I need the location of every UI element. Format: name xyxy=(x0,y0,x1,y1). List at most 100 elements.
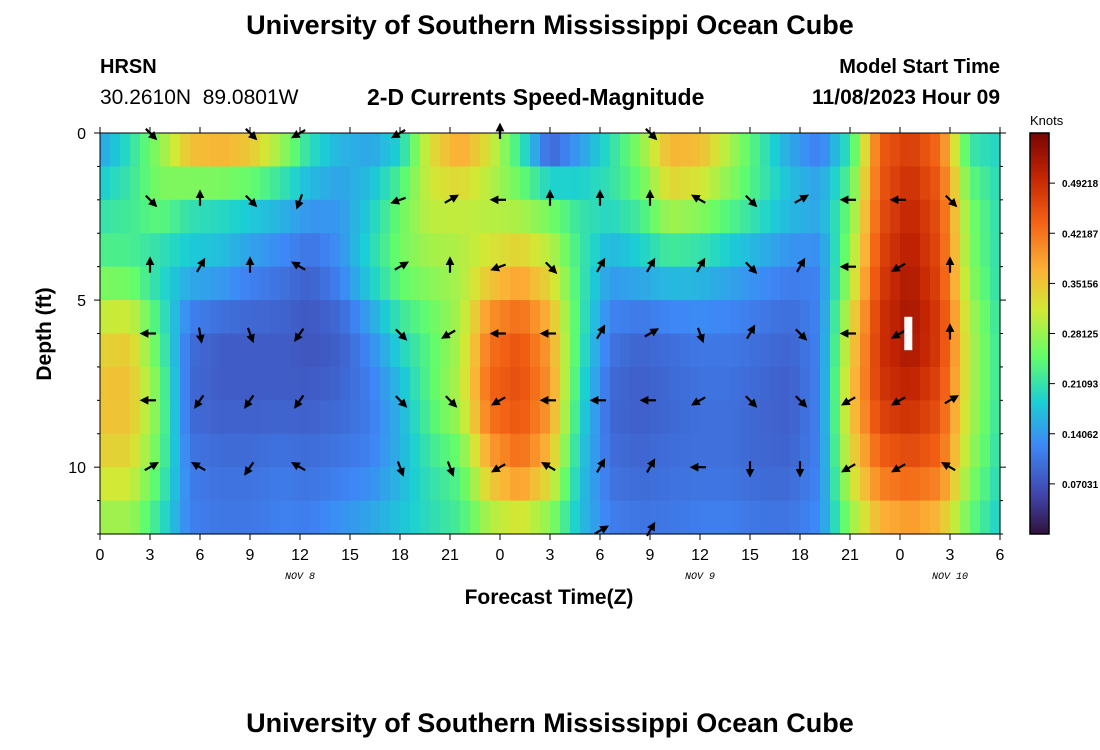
heatmap-cell xyxy=(740,199,751,234)
heatmap-cell xyxy=(300,467,311,502)
heatmap-cell xyxy=(320,199,331,234)
heatmap-cell xyxy=(120,233,131,268)
heatmap-cell xyxy=(610,233,621,268)
heatmap-cell xyxy=(230,366,241,401)
heatmap-cell xyxy=(660,366,671,401)
heatmap-cell xyxy=(670,133,681,168)
heatmap-cell xyxy=(840,467,851,502)
heatmap-cell xyxy=(140,400,151,435)
heatmap-cell xyxy=(690,166,701,201)
heatmap-cell xyxy=(310,266,321,301)
heatmap-cell xyxy=(610,199,621,234)
heatmap-cell xyxy=(130,333,141,368)
heatmap-cell xyxy=(160,133,171,168)
y-tick-label: 5 xyxy=(77,293,86,310)
heatmap-cell xyxy=(710,500,721,535)
heatmap-cell xyxy=(610,133,621,168)
heatmap-cell xyxy=(680,333,691,368)
heatmap-cell xyxy=(660,199,671,234)
heatmap-cell xyxy=(520,166,531,201)
heatmap-cell xyxy=(330,266,341,301)
heatmap-cell xyxy=(830,366,841,401)
heatmap-cell xyxy=(660,133,671,168)
heatmap-cell xyxy=(780,467,791,502)
heatmap-cell xyxy=(530,199,541,234)
heatmap-cell xyxy=(330,467,341,502)
heatmap-cell xyxy=(620,166,631,201)
heatmap-cell xyxy=(690,199,701,234)
heatmap-cell xyxy=(320,300,331,335)
heatmap-cell xyxy=(360,500,371,535)
heatmap-cell xyxy=(890,500,901,535)
heatmap-cell xyxy=(360,166,371,201)
heatmap-cell xyxy=(460,266,471,301)
heatmap-cell xyxy=(570,133,581,168)
heatmap-cell xyxy=(740,233,751,268)
heatmap-cell xyxy=(720,400,731,435)
heatmap-cell xyxy=(770,266,781,301)
heatmap-cell xyxy=(800,500,811,535)
heatmap-cell xyxy=(770,333,781,368)
heatmap-cell xyxy=(600,133,611,168)
heatmap-cell xyxy=(980,333,991,368)
x-tick-label: 9 xyxy=(246,547,255,564)
heatmap-cell xyxy=(160,467,171,502)
heatmap-cell xyxy=(560,266,571,301)
current-time-marker xyxy=(904,316,913,351)
heatmap-cell xyxy=(410,366,421,401)
current-vector-arrow xyxy=(696,327,705,344)
heatmap-cell xyxy=(840,500,851,535)
current-vector-arrow xyxy=(540,462,556,472)
heatmap-cell xyxy=(320,133,331,168)
heatmap-cell xyxy=(710,233,721,268)
heatmap-cell xyxy=(940,366,951,401)
current-vector-arrow xyxy=(746,324,756,340)
heatmap-cell xyxy=(600,199,611,234)
heatmap-cell xyxy=(110,233,121,268)
heatmap-cell xyxy=(700,166,711,201)
heatmap-cell xyxy=(570,366,581,401)
heatmap-cell xyxy=(600,233,611,268)
heatmap-cell xyxy=(540,233,551,268)
heatmap-cell xyxy=(920,333,931,368)
heatmap-cell xyxy=(210,433,221,468)
current-vector-arrow xyxy=(290,261,306,271)
chart-subtitle: 2-D Currents Speed-Magnitude xyxy=(367,84,705,110)
heatmap-cell xyxy=(170,400,181,435)
heatmap-cell xyxy=(760,333,771,368)
heatmap-cell xyxy=(810,133,821,168)
heatmap-cell xyxy=(940,500,951,535)
heatmap-cell xyxy=(930,233,941,268)
heatmap-cell xyxy=(720,199,731,234)
heatmap-cell xyxy=(250,266,261,301)
heatmap-cell xyxy=(170,300,181,335)
heatmap-cell xyxy=(730,433,741,468)
heatmap-cell xyxy=(550,133,561,168)
heatmap-cell xyxy=(790,333,801,368)
heatmap-cell xyxy=(940,133,951,168)
colorbar-tick-label: 0.49218 xyxy=(1062,179,1099,190)
heatmap-cell xyxy=(460,199,471,234)
heatmap-cell xyxy=(740,300,751,335)
heatmap-cell xyxy=(130,467,141,502)
heatmap-cell xyxy=(680,133,691,168)
heatmap-cell xyxy=(570,300,581,335)
heatmap-cell xyxy=(470,266,481,301)
heatmap-cell xyxy=(100,166,111,201)
heatmap-cell xyxy=(480,433,491,468)
heatmap-cell xyxy=(240,199,251,234)
heatmap-cell xyxy=(190,333,201,368)
heatmap-cell xyxy=(830,233,841,268)
heatmap-cell xyxy=(440,166,451,201)
current-vector-arrow xyxy=(646,458,656,473)
heatmap-cell xyxy=(210,500,221,535)
station-coordinates: 30.2610N 89.0801W xyxy=(100,86,299,109)
heatmap-cell xyxy=(770,433,781,468)
heatmap-cell xyxy=(650,433,661,468)
heatmap-cell xyxy=(990,333,1001,368)
heatmap-cell xyxy=(810,166,821,201)
heatmap-cell xyxy=(210,467,221,502)
heatmap-cell xyxy=(720,133,731,168)
current-vector-arrow xyxy=(445,395,458,408)
x-tick-label: 21 xyxy=(841,547,859,564)
